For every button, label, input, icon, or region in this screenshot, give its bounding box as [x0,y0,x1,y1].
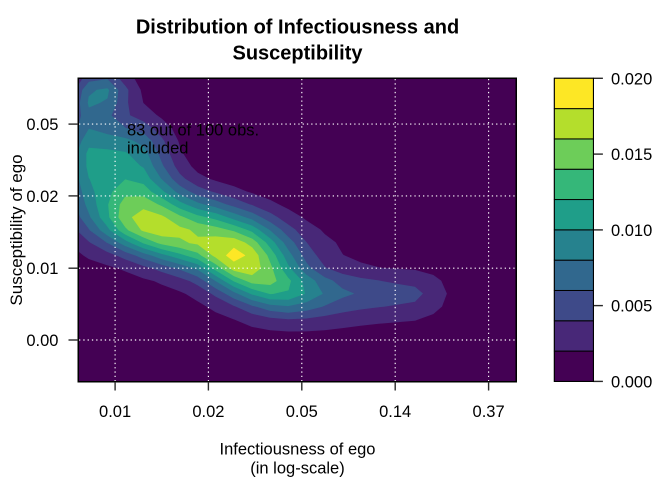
svg-text:0.01: 0.01 [99,403,131,421]
svg-text:Infectiousness of ego: Infectiousness of ego [220,441,376,459]
svg-text:0.010: 0.010 [611,222,652,240]
svg-text:Susceptibility: Susceptibility [232,43,363,65]
svg-text:included: included [127,140,188,158]
svg-text:0.020: 0.020 [611,70,652,88]
svg-text:0.005: 0.005 [611,298,652,316]
svg-text:83 out of 100 obs.: 83 out of 100 obs. [127,122,259,140]
svg-text:0.05: 0.05 [286,403,318,421]
svg-text:Distribution of Infectiousness: Distribution of Infectiousness and [136,17,459,39]
svg-text:0.02: 0.02 [26,188,58,206]
svg-text:0.02: 0.02 [192,403,224,421]
svg-text:0.37: 0.37 [473,403,505,421]
svg-text:0.14: 0.14 [379,403,411,421]
svg-text:0.015: 0.015 [611,146,652,164]
svg-text:Susceptibility of ego: Susceptibility of ego [7,154,26,305]
svg-text:0.01: 0.01 [26,260,58,278]
svg-text:0.05: 0.05 [26,116,58,134]
svg-text:(in log-scale): (in log-scale) [250,460,344,478]
svg-text:0.00: 0.00 [26,332,58,350]
svg-text:0.000: 0.000 [611,373,652,391]
